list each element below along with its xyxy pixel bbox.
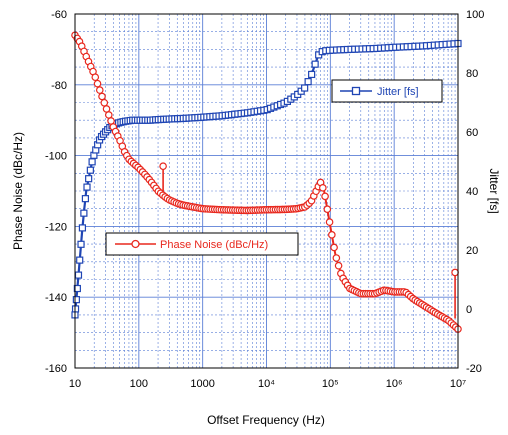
data-point-phase-noise: [325, 218, 334, 226]
phase-noise-spike-marker: [159, 162, 167, 171]
data-point-jitter: [77, 240, 85, 248]
data-point-jitter: [81, 195, 90, 203]
x-tick-label: 1000: [190, 378, 214, 390]
data-point-phase-noise: [321, 192, 329, 201]
data-point-jitter: [311, 60, 319, 68]
legend-phase-noise-box: [105, 232, 299, 256]
data-point-jitter: [304, 78, 312, 86]
y-left-tick-label: -120: [45, 221, 67, 233]
data-point-phase-noise: [93, 79, 102, 88]
grid-layer: [74, 13, 458, 369]
data-point-phase-noise: [98, 92, 106, 101]
legend-jitter-box: [331, 79, 443, 103]
data-point-phase-noise: [95, 86, 104, 94]
phase-noise-spike-marker: [451, 268, 459, 277]
y-left-tick-label: -100: [45, 151, 67, 163]
y-right-tick-label: -20: [466, 363, 482, 375]
y-left-tick-label: -80: [51, 80, 67, 92]
data-point-jitter: [85, 175, 93, 183]
legend-jitter-marker: [351, 86, 361, 96]
y-right-tick-label: 80: [466, 68, 478, 80]
y-right-tick-label: 0: [466, 304, 472, 316]
data-point-jitter: [83, 183, 91, 191]
data-point-phase-noise: [91, 73, 100, 82]
data-point-jitter: [80, 209, 88, 217]
x-tick-label: 100: [130, 378, 148, 390]
y-right-tick-label: 60: [466, 127, 478, 139]
data-point-jitter: [72, 296, 80, 304]
legend-phase-noise-label: Phase Noise (dBc/Hz): [160, 239, 268, 251]
data-point-phase-noise: [334, 261, 343, 270]
data-point-jitter: [71, 305, 80, 313]
x-tick-label: 10: [69, 378, 81, 390]
x-tick-label: 10⁷: [450, 378, 466, 390]
x-tick-label: 10⁶: [386, 378, 403, 390]
y-left-tick-label: -160: [45, 363, 67, 375]
data-point-jitter: [78, 224, 87, 232]
data-point-phase-noise: [330, 243, 338, 252]
legend-jitter: Jitter [fs]: [331, 79, 443, 103]
legend-phase-noise: Phase Noise (dBc/Hz): [105, 232, 299, 256]
data-point-phase-noise: [323, 205, 332, 214]
y-right-tick-label: 100: [466, 9, 484, 21]
tick-layer: 10 100 1000 10⁴ 10⁵ 10⁶ 10⁷-60-80-100-120-140-…: [45, 9, 484, 390]
data-point-jitter: [73, 284, 81, 293]
data-point-jitter: [86, 166, 94, 174]
x-tick-label: 10⁵: [322, 378, 339, 390]
y-left-tick-label: -140: [45, 292, 67, 304]
y-axis-left-label: Phase Noise (dBc/Hz): [11, 132, 25, 250]
data-point-phase-noise: [332, 254, 341, 262]
legend-phase-noise-marker: [131, 239, 140, 249]
data-point-phase-noise: [100, 98, 109, 107]
plot-frame: [74, 13, 459, 369]
x-axis-label: Offset Frequency (Hz): [207, 413, 325, 427]
data-point-jitter: [308, 70, 316, 79]
y-right-tick-label: 20: [466, 245, 478, 257]
data-point-jitter: [88, 158, 96, 166]
data-point-jitter: [76, 256, 84, 264]
legend-jitter-label: Jitter [fs]: [377, 86, 419, 98]
y-right-tick-label: 40: [466, 186, 478, 198]
x-tick-label: 10⁴: [258, 378, 275, 390]
y-axis-right-label: Jitter [fs]: [487, 168, 501, 213]
data-point-jitter: [74, 271, 83, 279]
data-point-jitter: [301, 84, 309, 92]
y-left-tick-label: -60: [51, 9, 67, 21]
series-layer: [71, 31, 462, 333]
data-point-phase-noise: [319, 184, 327, 192]
data-point-phase-noise: [328, 231, 336, 239]
